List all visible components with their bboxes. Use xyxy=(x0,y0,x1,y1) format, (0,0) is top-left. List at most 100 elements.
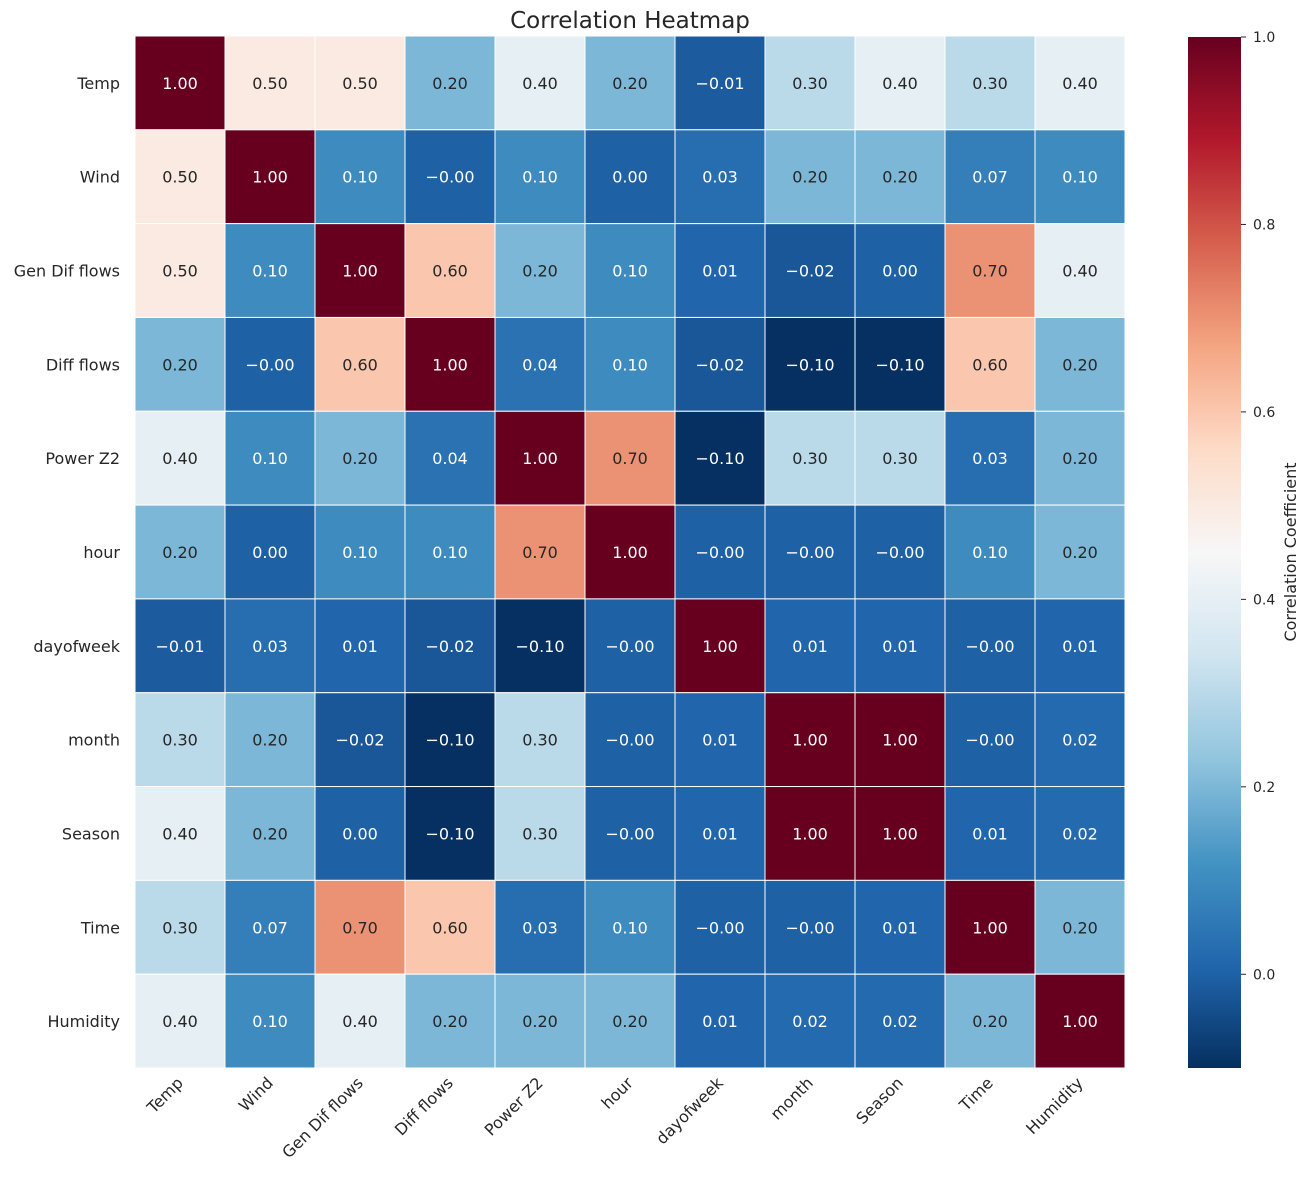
heatmap-cell xyxy=(134,223,226,318)
cell-annotation: 0.20 xyxy=(1062,918,1098,937)
heatmap-cell xyxy=(314,598,406,694)
cell-annotation: −0.00 xyxy=(785,543,834,562)
cell-annotation: 0.20 xyxy=(882,168,918,187)
colorbar-ticks: 0.0 0.2 0.4 0.6 0.8 1.0 xyxy=(1241,30,1275,983)
cell-annotation: 0.03 xyxy=(522,918,558,937)
column-label: Season xyxy=(852,1073,907,1128)
cell-annotation: 0.50 xyxy=(162,262,198,281)
colorbar-label: Correlation Coefficient xyxy=(1281,462,1300,641)
cell-annotation: 1.00 xyxy=(612,543,648,562)
cell-annotation: 0.30 xyxy=(792,449,828,468)
heatmap-cell xyxy=(944,35,1036,131)
cell-annotation: 0.70 xyxy=(972,262,1008,281)
cell-annotation: −0.00 xyxy=(605,824,654,843)
heatmap-cell xyxy=(764,692,856,788)
cell-annotation: 0.20 xyxy=(252,731,288,750)
cell-annotation: 0.40 xyxy=(1062,262,1098,281)
cell-annotation: −0.10 xyxy=(785,355,834,374)
cell-annotation: 1.00 xyxy=(792,731,828,750)
cell-annotation: 0.10 xyxy=(612,355,648,374)
column-label: Gen Dif flows xyxy=(278,1073,367,1162)
cell-annotation: 0.10 xyxy=(342,543,378,562)
heatmap-cell xyxy=(314,879,406,975)
cell-annotation: 0.40 xyxy=(162,824,198,843)
heatmap-cell xyxy=(764,786,856,881)
cell-annotation: 0.30 xyxy=(972,74,1008,93)
heatmap-cell xyxy=(314,316,406,412)
cell-annotation: −0.10 xyxy=(875,355,924,374)
cell-annotation: 0.60 xyxy=(342,355,378,374)
heatmap-cell xyxy=(674,129,766,225)
heatmap-cell xyxy=(314,410,406,506)
heatmap-cell xyxy=(494,35,586,131)
heatmap-cell xyxy=(944,786,1036,881)
row-label: Diff flows xyxy=(46,355,120,374)
cell-annotation: 0.20 xyxy=(432,74,468,93)
cell-annotation: 0.20 xyxy=(972,1012,1008,1031)
cell-annotation: 0.01 xyxy=(702,824,738,843)
column-label: Diff flows xyxy=(391,1073,457,1139)
column-label: hour xyxy=(597,1073,637,1113)
heatmap-cell xyxy=(224,316,316,412)
heatmap-cell xyxy=(1034,786,1126,881)
colorbar-tick-label: 0.8 xyxy=(1253,217,1275,233)
heatmap-cell xyxy=(314,35,406,131)
heatmap-cell xyxy=(764,129,856,225)
cell-annotation: −0.00 xyxy=(965,731,1014,750)
row-label: dayofweek xyxy=(33,637,120,656)
heatmap-cell xyxy=(944,598,1036,694)
heatmap-cell xyxy=(314,973,406,1069)
cell-annotation: −0.10 xyxy=(425,824,474,843)
heatmap-cell xyxy=(854,786,946,881)
heatmap-cell xyxy=(674,223,766,318)
heatmap-cell xyxy=(314,223,406,318)
cell-annotation: 0.10 xyxy=(252,262,288,281)
cell-annotation: 1.00 xyxy=(972,918,1008,937)
heatmap-cell xyxy=(854,129,946,225)
cell-annotation: 0.10 xyxy=(342,168,378,187)
heatmap-cell xyxy=(224,598,316,694)
cell-annotation: 0.10 xyxy=(1062,168,1098,187)
row-label: month xyxy=(68,731,120,750)
cell-annotation: −0.00 xyxy=(785,918,834,937)
cell-annotation: −0.00 xyxy=(245,355,294,374)
heatmap-cell xyxy=(674,598,766,694)
cell-annotation: 0.04 xyxy=(432,449,468,468)
heatmap-cell xyxy=(674,316,766,412)
cell-annotation: 0.70 xyxy=(342,918,378,937)
cell-annotation: −0.00 xyxy=(425,168,474,187)
heatmap-cell xyxy=(764,35,856,131)
heatmap-cell xyxy=(134,410,226,506)
cell-annotation: 0.70 xyxy=(612,449,648,468)
cell-annotation: 1.00 xyxy=(432,355,468,374)
cell-annotation: 0.20 xyxy=(792,168,828,187)
column-label: month xyxy=(767,1073,817,1123)
cell-annotation: 0.04 xyxy=(522,355,558,374)
heatmap-cell xyxy=(1034,35,1126,131)
cell-annotation: 0.10 xyxy=(432,543,468,562)
cell-annotation: 0.20 xyxy=(522,262,558,281)
heatmap-cell xyxy=(134,879,226,975)
cell-annotation: 1.00 xyxy=(252,168,288,187)
cell-annotation: 0.60 xyxy=(972,355,1008,374)
heatmap-cell xyxy=(764,879,856,975)
cell-annotation: 0.01 xyxy=(702,262,738,281)
cell-annotation: 0.50 xyxy=(342,74,378,93)
heatmap-cell xyxy=(584,316,676,412)
heatmap-cell xyxy=(494,879,586,975)
colorbar-tick-label: 0.4 xyxy=(1253,592,1275,608)
cell-annotation: 0.01 xyxy=(342,637,378,656)
heatmap-cell xyxy=(944,410,1036,506)
heatmap-cell xyxy=(494,316,586,412)
cell-annotation: 0.20 xyxy=(1062,355,1098,374)
heatmap-cell xyxy=(674,692,766,788)
row-label: Humidity xyxy=(47,1012,120,1031)
colorbar-tick-label: 0.6 xyxy=(1253,405,1275,421)
chart-title: Correlation Heatmap xyxy=(510,8,750,34)
cell-annotation: 1.00 xyxy=(342,262,378,281)
cell-annotation: 0.07 xyxy=(252,918,288,937)
cell-annotation: 0.20 xyxy=(342,449,378,468)
cell-annotation: −0.02 xyxy=(335,731,384,750)
cell-annotation: 0.10 xyxy=(612,918,648,937)
cell-annotation: 0.20 xyxy=(432,1012,468,1031)
